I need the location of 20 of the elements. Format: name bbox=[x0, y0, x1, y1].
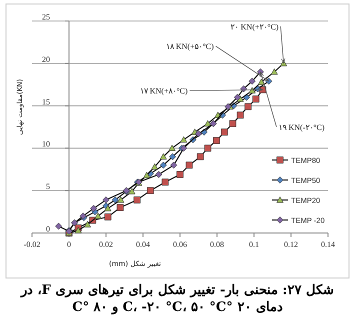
x-tick-label: 0.1 bbox=[249, 240, 259, 249]
x-tick-label: 0.08 bbox=[210, 240, 224, 249]
x-tick-label: 0.06 bbox=[173, 240, 187, 249]
annotation: ۲۰ KN(+۲۰°C) bbox=[230, 22, 279, 32]
annotation: ۱۸ KN(+۵۰°C) bbox=[166, 42, 214, 52]
y-tick-label: 25 bbox=[42, 12, 50, 22]
x-tick-label: 0.14 bbox=[321, 240, 335, 249]
y-tick-label: 10 bbox=[42, 140, 50, 149]
y-tick-label: 5 bbox=[46, 182, 50, 192]
text: شکل ۲۷: منحنی بار- تغییر شکل برای تیرهای سری F، در دمای ۲۰ °C، -۲۰ °C، ۵۰ °C و ۸۰ °C bbox=[20, 282, 335, 316]
y-tick-label: 0 bbox=[46, 224, 50, 234]
y-tick-label: 20 bbox=[42, 54, 50, 64]
x-tick-label: 0 bbox=[67, 240, 71, 249]
x-tick-label: -0.02 bbox=[24, 240, 40, 249]
annotation: ۱۷ KN(+۸۰°C) bbox=[140, 86, 188, 96]
x-tick-label: 0.12 bbox=[284, 240, 298, 249]
x-tick-label: 0.02 bbox=[99, 240, 113, 249]
y-tick-label: 15 bbox=[42, 97, 50, 106]
x-tick-label: 0.04 bbox=[136, 240, 150, 249]
annotation: ۱۹ KN(-۲۰°C) bbox=[278, 122, 325, 132]
